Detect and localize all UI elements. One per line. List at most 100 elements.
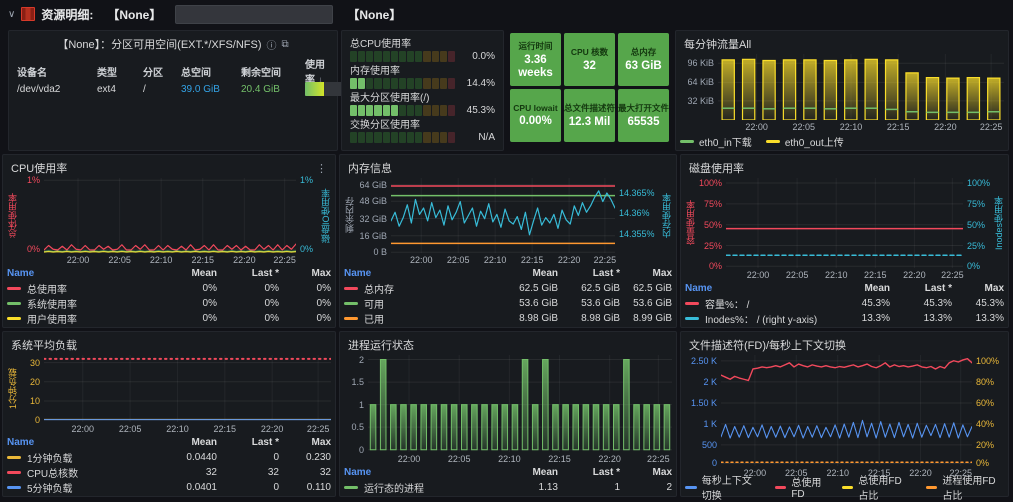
table-row[interactable]: /dev/vda2 ext4 / 39.0 GiB 20.4 GiB 45% (17, 78, 329, 100)
mem-legend-header[interactable]: Mean (496, 268, 558, 279)
disk-legend-header[interactable]: Name (685, 283, 828, 294)
traffic-x-tick: 22:05 (793, 122, 816, 132)
disk-legend-value: 45.3% (890, 298, 952, 309)
fd-right-tick: 80% (976, 377, 994, 387)
mem-right-tick: 14.365% (619, 188, 655, 198)
panel-menu-icon[interactable]: ⋮ (316, 162, 327, 175)
proc-legend-header[interactable]: Last * (558, 467, 620, 478)
cpu-legend-header[interactable]: Last * (217, 268, 279, 279)
gauge-segment (399, 51, 406, 62)
load-legend-header[interactable]: Name (7, 437, 155, 448)
traffic-legend-series-eth0_in下载[interactable]: eth0_in下载 (680, 134, 752, 149)
proc-legend-header[interactable]: Name (344, 467, 496, 478)
load-legend-value: 0 (217, 482, 279, 493)
panel-title[interactable]: 进程运行状态 (348, 337, 414, 353)
disk-axis-title-right: Inodes使用率 (993, 178, 1004, 268)
series-swatch (7, 471, 21, 474)
panel-title[interactable]: 每分钟流量All (684, 36, 751, 52)
panel-title[interactable]: 系统平均负载 (11, 337, 77, 353)
gauge-label: 最大分区使用率(/) (350, 89, 495, 104)
fd-left-tick: 2.50 K (691, 356, 717, 366)
panel-title[interactable]: 文件描述符(FD)/每秒上下文切换 (689, 337, 846, 353)
col-device[interactable]: 设备名 (17, 64, 97, 79)
load-legend-series-CPU总核数[interactable]: CPU总核数 (7, 465, 155, 480)
series-swatch (926, 486, 938, 489)
fd-left-tick: 1.50 K (691, 398, 717, 408)
cpu-legend-series-系统使用率[interactable]: 系统使用率 (7, 296, 155, 311)
variable-value-1[interactable]: 【None】 (107, 6, 161, 23)
series-swatch (344, 317, 358, 320)
load-legend-series-5分钟负载[interactable]: 5分钟负载 (7, 480, 155, 495)
col-type[interactable]: 类型 (97, 64, 143, 79)
proc-legend-header[interactable]: Max (620, 467, 672, 478)
proc-x-tick: 22:20 (598, 454, 621, 464)
cpu-legend-series-总使用率[interactable]: 总使用率 (7, 281, 155, 296)
proc-left-tick: 0 (359, 445, 364, 455)
mem-legend-header[interactable]: Max (620, 268, 672, 279)
row-title[interactable]: 资源明细: (41, 6, 93, 23)
mem-legend-value: 62.5 GiB (620, 283, 672, 294)
disk-legend-header[interactable]: Last * (890, 283, 952, 294)
fd-left-tick: 2 K (703, 377, 717, 387)
panel-title[interactable]: 【None】：分区可用空间(EXT.*/XFS/NFS) (57, 36, 261, 52)
proc-legend-header[interactable]: Mean (496, 467, 558, 478)
variable-value-2[interactable]: 【None】 (347, 6, 401, 23)
mem-legend-series-已用[interactable]: 已用 (344, 311, 496, 326)
panel-title[interactable]: 内存信息 (348, 160, 392, 176)
cpu-legend-header[interactable]: Max (279, 268, 331, 279)
disk-legend-series-Inodes%： / (right y-axis)[interactable]: Inodes%： / (right y-axis) (685, 311, 828, 326)
panel-title[interactable]: 磁盘使用率 (689, 160, 744, 176)
load-legend-header[interactable]: Mean (155, 437, 217, 448)
disk-legend-header[interactable]: Max (952, 283, 1004, 294)
col-partition[interactable]: 分区 (143, 64, 181, 79)
disk-legend-value: 45.3% (828, 298, 890, 309)
disk-axis-title-left: 容量使用率 (685, 178, 696, 268)
panel-title[interactable]: CPU使用率 (11, 160, 67, 176)
load-legend-series-1分钟负载[interactable]: 1分钟负载 (7, 450, 155, 465)
gauge-segment (366, 105, 373, 116)
cpu-x-tick: 22:20 (233, 255, 256, 265)
load-legend-header[interactable]: Last * (217, 437, 279, 448)
col-free[interactable]: 剩余空间 (241, 64, 305, 79)
load-legend-value: 0 (217, 452, 279, 463)
chevron-down-icon[interactable]: ∨ (8, 9, 15, 20)
external-link-icon[interactable]: ⧉ (282, 39, 289, 50)
cpu-x-tick: 22:05 (108, 255, 131, 265)
mem-legend-series-总内存[interactable]: 总内存 (344, 281, 496, 296)
disk-x-tick: 22:15 (864, 270, 887, 280)
mem-legend-series-可用[interactable]: 可用 (344, 296, 496, 311)
disk-right-tick: 25% (967, 241, 985, 251)
fd-right-tick: 100% (976, 356, 999, 366)
traffic-legend-series-eth0_out上传[interactable]: eth0_out上传 (766, 134, 844, 149)
cpu-legend-header[interactable]: Mean (155, 268, 217, 279)
variable-input[interactable] (175, 5, 333, 24)
gauge-segment (423, 51, 430, 62)
fd-x-tick: 22:15 (868, 468, 891, 478)
info-icon[interactable]: ⓘ (267, 37, 277, 52)
fd-right-tick: 40% (976, 419, 994, 429)
disk-legend-header[interactable]: Mean (828, 283, 890, 294)
col-total[interactable]: 总空间 (181, 64, 241, 79)
gauge-segment (391, 51, 398, 62)
mem-legend-header[interactable]: Last * (558, 268, 620, 279)
cpu-legend-header[interactable]: Name (7, 268, 155, 279)
traffic-x-tick: 22:25 (980, 122, 1003, 132)
panel-partition-table: 【None】：分区可用空间(EXT.*/XFS/NFS) ⓘ ⧉ 设备名 类型 … (8, 30, 338, 151)
proc-legend-series-运行态的进程[interactable]: 运行态的进程 (344, 480, 496, 495)
cpu-left-tick: 1% (27, 175, 40, 185)
load-legend-header[interactable]: Max (279, 437, 331, 448)
cpu-legend-series-用户使用率[interactable]: 用户使用率 (7, 311, 155, 326)
mem-legend-header[interactable]: Name (344, 268, 496, 279)
disk-legend-series-容量%： /[interactable]: 容量%： / (685, 296, 828, 311)
disk-x-tick: 22:25 (941, 270, 964, 280)
